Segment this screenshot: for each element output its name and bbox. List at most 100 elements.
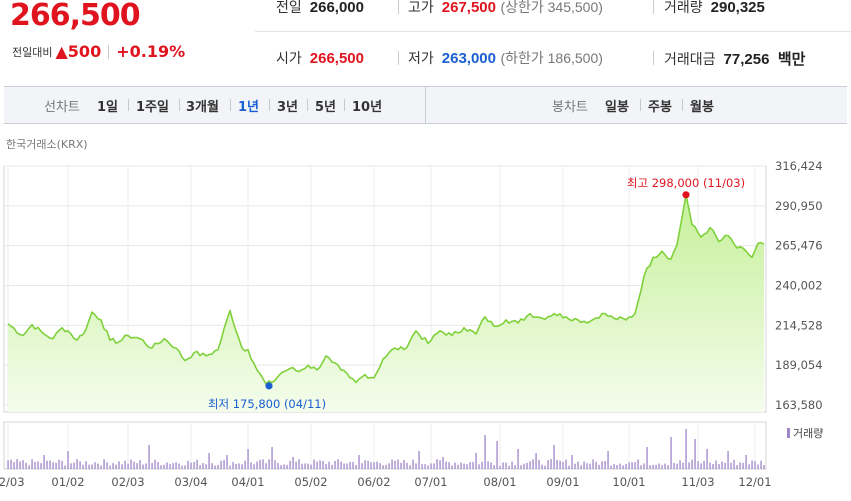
- volume-bar: [712, 464, 714, 469]
- volume-bar: [445, 461, 447, 469]
- volume-bar: [754, 461, 756, 469]
- line-chart-label: 선차트: [44, 100, 80, 115]
- divider: [179, 99, 180, 111]
- volume-bar: [181, 465, 183, 469]
- volume-bar: [637, 459, 639, 469]
- volume-bar: [694, 439, 696, 469]
- volume-bar: [337, 459, 339, 469]
- volume-bar: [472, 461, 474, 469]
- tab-1d[interactable]: 1일: [97, 100, 119, 115]
- x-tick-label: 10/01: [612, 475, 645, 489]
- volume-bar: [214, 465, 216, 469]
- volume-bar: [520, 465, 522, 469]
- volume-bar: [499, 465, 501, 469]
- volume-bar: [751, 460, 753, 469]
- volume-bar: [655, 464, 657, 469]
- volume-bar: [436, 459, 438, 469]
- volume-bar: [61, 460, 63, 469]
- volume-bar: [685, 429, 687, 469]
- volume-bar: [688, 462, 690, 469]
- volume-bar: [721, 461, 723, 469]
- tab-monthly[interactable]: 월봉: [690, 100, 714, 115]
- volume-bar: [562, 461, 564, 469]
- volume-bar: [355, 464, 357, 469]
- volume-bar: [568, 465, 570, 469]
- tab-1w[interactable]: 1주일: [136, 100, 169, 115]
- tab-daily[interactable]: 일봉: [605, 100, 629, 115]
- upper-limit: (상한가 345,500): [500, 0, 603, 15]
- tab-weekly[interactable]: 주봉: [648, 100, 672, 115]
- volume-bar: [37, 461, 39, 469]
- volume-bar: [469, 462, 471, 469]
- divider: [128, 99, 129, 111]
- volume-bar: [109, 465, 111, 469]
- y-tick-label: 189,054: [775, 358, 823, 372]
- volume-bar: [184, 465, 186, 469]
- volume-bar: [523, 463, 525, 469]
- divider: [398, 51, 399, 65]
- high-annotation: 최고 298,000 (11/03): [627, 176, 745, 190]
- volume-bar: [286, 464, 288, 469]
- high-marker: [682, 191, 690, 199]
- tab-5y[interactable]: 5년: [315, 100, 337, 115]
- x-tick-label: 12/01: [738, 475, 771, 489]
- tab-3y[interactable]: 3년: [277, 100, 299, 115]
- volume-bar: [421, 464, 423, 469]
- tab-3m[interactable]: 3개월: [186, 100, 219, 115]
- divider: [108, 44, 110, 59]
- volume-bar: [103, 459, 105, 469]
- volume: 거래량 290,325: [664, 0, 765, 17]
- volume-value: 290,325: [710, 0, 765, 16]
- volume-bar: [682, 462, 684, 469]
- volume-bar: [130, 459, 132, 469]
- volume-bar: [148, 445, 150, 469]
- open-value: 266,500: [309, 50, 364, 67]
- volume-bar: [307, 463, 309, 469]
- quote-divider: [255, 31, 851, 32]
- volume-bar: [253, 464, 255, 469]
- volume-bar: [430, 463, 432, 469]
- tab-10y[interactable]: 10년: [352, 100, 383, 115]
- volume-legend: 거래량: [793, 427, 823, 440]
- volume-bar: [400, 462, 402, 469]
- volume-bar: [304, 463, 306, 469]
- volume-bar: [223, 460, 225, 469]
- prev-close-value: 266,000: [309, 0, 364, 16]
- divider: [307, 99, 308, 111]
- volume-bar: [166, 462, 168, 469]
- volume-bar: [598, 464, 600, 469]
- volume-bar: [442, 457, 444, 469]
- volume-bar: [394, 460, 396, 469]
- volume-bar: [697, 461, 699, 469]
- volume-bar: [262, 459, 264, 469]
- amount-value: 77,256: [723, 51, 770, 68]
- volume-bar: [703, 460, 705, 469]
- volume-bar: [352, 461, 354, 469]
- volume-bar: [91, 464, 93, 469]
- volume-bar: [376, 461, 378, 469]
- volume-bar: [346, 463, 348, 469]
- volume-bar: [547, 460, 549, 469]
- volume-bar: [745, 455, 747, 469]
- volume-bar: [112, 463, 114, 469]
- low-annotation: 최저 175,800 (04/11): [208, 397, 326, 411]
- volume-bar: [10, 459, 12, 469]
- day-high: 고가 267,500 (상한가 345,500): [408, 0, 603, 17]
- volume-bar: [250, 462, 252, 469]
- volume-bar: [385, 464, 387, 469]
- volume-bar: [145, 463, 147, 469]
- volume-bar: [55, 462, 57, 469]
- volume-bar: [715, 460, 717, 469]
- volume-bar: [607, 451, 609, 469]
- y-tick-label: 240,002: [775, 279, 823, 293]
- volume-bar: [457, 464, 459, 469]
- divider: [269, 99, 270, 111]
- tab-1y[interactable]: 1년: [238, 100, 260, 115]
- volume-bar: [274, 460, 276, 469]
- volume-bar: [667, 465, 669, 469]
- volume-bar: [226, 455, 228, 469]
- volume-bar: [172, 463, 174, 469]
- volume-bar: [631, 462, 633, 469]
- amount-unit: 백만: [777, 51, 806, 68]
- volume-bar: [580, 465, 582, 469]
